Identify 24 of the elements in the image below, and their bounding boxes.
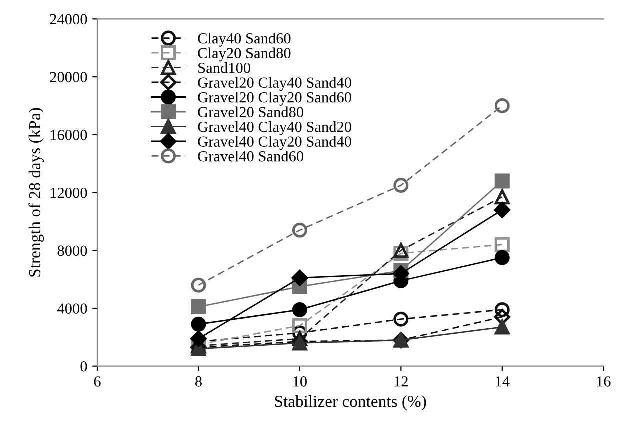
x-tick-label: 16: [597, 376, 611, 387]
x-axis-title: Stabilizer contents (%): [275, 395, 426, 411]
y-tick-label: 24000: [50, 14, 88, 25]
legend-label: Gravel40 Sand60: [198, 150, 304, 162]
y-tick-label: 20000: [50, 72, 88, 82]
x-tick-label: 12: [394, 376, 408, 387]
legend-label: Gravel20 Clay20 Sand60: [198, 92, 352, 106]
x-tick-label: 8: [195, 376, 202, 387]
legend-label: Gravel40 Clay40 Sand20: [198, 121, 352, 136]
legend-label: Clay20 Sand80: [198, 48, 291, 62]
legend-label: Gravel20 Clay40 Sand40: [198, 77, 352, 92]
y-tick-label: 0: [80, 362, 88, 372]
y-tick-label: 8000: [58, 246, 88, 256]
legend-label: Sand100: [198, 62, 250, 74]
y-tick-label: 12000: [50, 188, 88, 198]
y-axis-title: Strength of 28 days (kPa): [28, 108, 44, 277]
x-tick-label: 6: [94, 376, 101, 387]
legend-label: Gravel20 Sand80: [198, 106, 304, 118]
legend-label: Clay40 Sand60: [198, 33, 291, 47]
x-tick-label: 10: [294, 376, 307, 387]
x-tick-label: 14: [496, 376, 510, 387]
y-tick-label: 16000: [50, 130, 88, 140]
legend-label: Gravel40 Clay20 Sand40: [198, 136, 352, 150]
y-tick-label: 4000: [58, 304, 88, 314]
